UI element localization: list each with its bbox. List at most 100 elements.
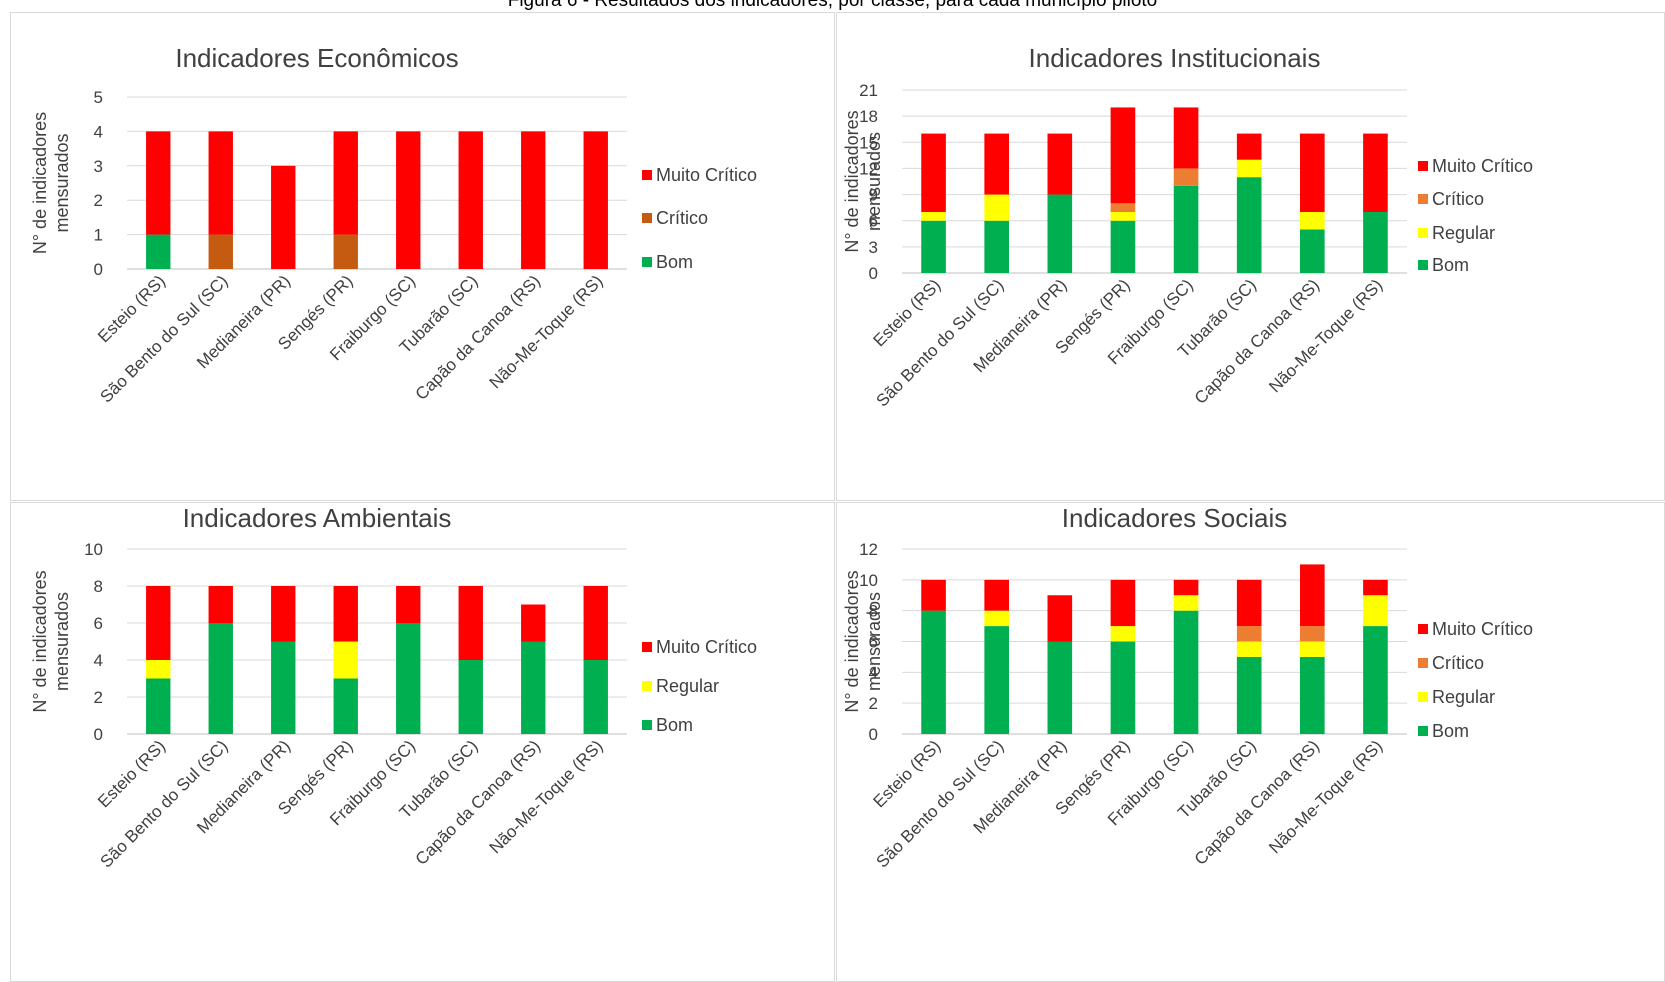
chart-panel-sociais: Indicadores Sociais 0 2 4 6 8 10 12 N° de indica… <box>836 502 1665 982</box>
bar-segment-muito-critico <box>271 586 296 642</box>
legend-label: Bom <box>1432 255 1469 275</box>
bar-segment-muito-critico <box>333 586 358 642</box>
bar-segment-regular <box>333 641 358 679</box>
bar-segment-regular <box>1300 641 1325 657</box>
legend-label: Regular <box>1432 223 1495 243</box>
y-tick-label: 9 <box>869 186 878 205</box>
y-axis-label: N° de indicadores <box>842 110 862 252</box>
bar-segment-bom <box>458 660 483 734</box>
bar-segment-muito-critico <box>208 131 233 235</box>
bar-segment-critico <box>208 234 233 269</box>
bar-segment-muito-critico <box>1047 595 1073 642</box>
y-axis-label: N° de indicadores <box>30 570 50 712</box>
bar-segment-regular <box>1236 641 1262 657</box>
y-tick-label: 0 <box>94 260 103 279</box>
bar-segment-muito-critico <box>1363 579 1388 596</box>
y-tick-label: 2 <box>94 191 103 210</box>
bar-segment-muito-critico <box>1110 579 1136 627</box>
y-tick-label: 6 <box>94 614 103 633</box>
bar-segment-muito-critico <box>1300 564 1325 627</box>
legend-swatch-critico <box>1418 194 1428 204</box>
bar-segment-bom <box>984 220 1009 273</box>
chart-svg: Indicadores Institucionais 0 3 6 9 12 15 18 21 N°… <box>836 12 1665 501</box>
bar-segment-bom <box>1236 656 1262 734</box>
bar-segment-bom <box>208 623 233 734</box>
bar-segment-muito-critico <box>1236 579 1262 627</box>
bar-segment-regular <box>1110 212 1136 221</box>
bar-segment-regular <box>1236 159 1262 178</box>
bar-segment-bom <box>1300 229 1325 273</box>
legend-swatch-critico <box>642 213 652 223</box>
legend-swatch-regular <box>1418 228 1428 238</box>
y-tick-label: 1 <box>94 226 103 245</box>
y-tick-label: 2 <box>94 688 103 707</box>
bar-segment-muito-critico <box>583 131 608 269</box>
bar-segment-bom <box>1110 641 1136 734</box>
legend-swatch-bom <box>1418 726 1428 736</box>
y-axis-label: N° de indicadores <box>30 112 50 254</box>
bar-segment-bom <box>521 641 546 734</box>
bar-segment-muito-critico <box>1047 133 1073 195</box>
bar-segment-muito-critico <box>396 586 421 623</box>
y-tick-label: 10 <box>84 540 103 559</box>
bar-segment-muito-critico <box>521 604 546 642</box>
bar-segment-muito-critico <box>1236 133 1262 160</box>
y-axis-label: mensurados <box>864 132 884 231</box>
bar-segment-muito-critico <box>146 586 171 660</box>
legend-label: Crítico <box>1432 653 1484 673</box>
y-tick-label: 4 <box>94 651 103 670</box>
y-tick-label: 6 <box>869 633 878 652</box>
chart-panel-institucionais: Indicadores Institucionais 0 3 6 9 12 15 18 21 N°… <box>836 12 1665 501</box>
legend-swatch-bom <box>642 257 652 267</box>
legend-label: Muito Crítico <box>656 637 757 657</box>
y-tick-label: 0 <box>869 725 878 744</box>
y-tick-label: 5 <box>94 88 103 107</box>
legend-label: Bom <box>656 715 693 735</box>
bar-segment-muito-critico <box>583 586 608 660</box>
page-title-text: Figura 6 - Resultados dos indicadores, p… <box>507 0 1158 11</box>
bar-segment-muito-critico <box>984 579 1009 611</box>
y-tick-label: 0 <box>869 264 878 283</box>
bar-segment-bom <box>396 623 421 734</box>
bar-segment-critico <box>1236 626 1262 642</box>
y-tick-label: 3 <box>94 157 103 176</box>
bar-segment-bom <box>1363 212 1388 273</box>
legend-swatch-muito-critico <box>1418 624 1428 634</box>
chart-panel-economicos: Indicadores Econômicos 0 1 2 3 4 5 N° de indica… <box>10 12 835 501</box>
bar-segment-bom <box>1236 177 1262 273</box>
bar-segment-critico <box>333 234 358 269</box>
bar-segment-muito-critico <box>921 133 946 212</box>
chart-panel-ambientais: Indicadores Ambientais 0 2 4 6 8 10 N° de indic… <box>10 502 835 982</box>
legend-swatch-critico <box>1418 658 1428 668</box>
y-tick-label: 21 <box>859 81 878 100</box>
y-tick-label: 8 <box>94 577 103 596</box>
y-tick-label: 6 <box>869 212 878 231</box>
legend-swatch-muito-critico <box>642 642 652 652</box>
chart-frame <box>10 502 835 982</box>
legend-label: Regular <box>656 676 719 696</box>
bar-segment-regular <box>1173 595 1199 611</box>
y-tick-label: 3 <box>869 238 878 257</box>
bar-segment-muito-critico <box>458 586 483 660</box>
bar-segment-regular <box>146 660 171 679</box>
y-tick-label: 12 <box>859 540 878 559</box>
legend-label: Bom <box>656 252 693 272</box>
bar-segment-regular <box>984 194 1009 221</box>
legend-label: Crítico <box>1432 189 1484 209</box>
y-tick-label: 8 <box>869 602 878 621</box>
bar-segment-muito-critico <box>396 131 421 269</box>
legend-swatch-muito-critico <box>642 170 652 180</box>
chart-title: Indicadores Ambientais <box>183 503 452 533</box>
chart-svg: Indicadores Ambientais 0 2 4 6 8 10 N° de indic… <box>10 502 835 982</box>
bar-segment-bom <box>1173 185 1199 273</box>
chart-title: Indicadores Institucionais <box>1029 43 1321 73</box>
bar-segment-bom <box>146 678 171 734</box>
bar-segment-muito-critico <box>458 131 483 269</box>
legend-label: Muito Crítico <box>656 165 757 185</box>
chart-svg: Indicadores Econômicos 0 1 2 3 4 5 N° de indica… <box>10 12 835 501</box>
legend-label: Muito Crítico <box>1432 156 1533 176</box>
y-tick-label: 0 <box>94 725 103 744</box>
bar-segment-muito-critico <box>1173 579 1199 596</box>
bar-segment-bom <box>333 678 358 734</box>
chart-svg: Indicadores Sociais 0 2 4 6 8 10 12 N° de indica… <box>836 502 1665 982</box>
